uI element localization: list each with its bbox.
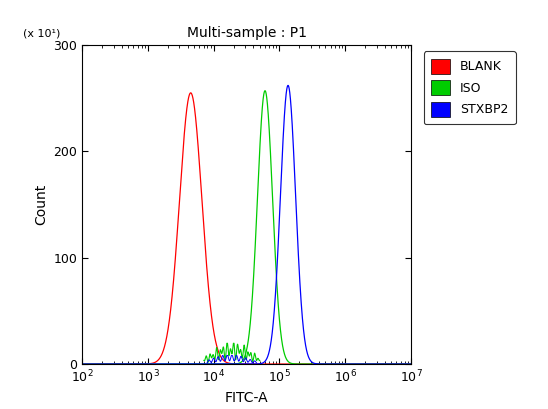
STXBP2 (79, 362, 85, 366)
ISO (296, 362, 303, 366)
BLANK (96, 362, 102, 366)
BLANK (333, 362, 339, 366)
STXBP2 (203, 362, 209, 366)
Y-axis label: Count: Count (34, 184, 48, 225)
STXBP2 (96, 362, 102, 366)
BLANK (351, 362, 357, 366)
Title: Multi-sample : P1: Multi-sample : P1 (187, 26, 306, 40)
BLANK (187, 90, 194, 95)
ISO (96, 362, 102, 366)
STXBP2 (333, 362, 339, 366)
STXBP2 (421, 362, 427, 366)
STXBP2 (281, 111, 288, 116)
STXBP2 (351, 362, 357, 366)
ISO (351, 362, 357, 366)
ISO (203, 362, 209, 366)
ISO (79, 362, 85, 366)
Legend: BLANK, ISO, STXBP2: BLANK, ISO, STXBP2 (424, 51, 516, 124)
Line: STXBP2: STXBP2 (82, 85, 424, 364)
ISO (281, 352, 288, 357)
X-axis label: FITC-A: FITC-A (225, 391, 269, 405)
BLANK (296, 362, 303, 366)
ISO (333, 362, 339, 366)
Line: ISO: ISO (82, 91, 424, 364)
BLANK (79, 362, 85, 366)
BLANK (421, 362, 427, 366)
ISO (262, 88, 269, 93)
BLANK (281, 362, 288, 366)
Line: BLANK: BLANK (82, 93, 424, 364)
STXBP2 (296, 273, 303, 278)
ISO (421, 362, 427, 366)
BLANK (203, 256, 209, 261)
Text: (x 10¹): (x 10¹) (23, 29, 60, 38)
STXBP2 (285, 83, 292, 88)
